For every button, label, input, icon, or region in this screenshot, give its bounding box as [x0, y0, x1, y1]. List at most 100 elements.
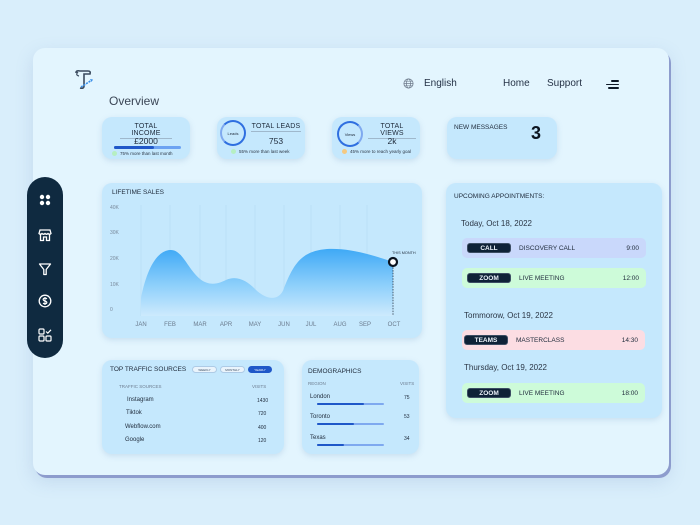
- globe-icon: [403, 78, 414, 89]
- nav-home-link[interactable]: Home: [503, 78, 530, 89]
- income-trend: 75% more than last month: [112, 151, 173, 156]
- appointments-card: UPCOMING APPOINTMENTS: Today, Oct 18, 20…: [446, 183, 662, 418]
- appointment-tag: ZOOM: [467, 388, 511, 398]
- total-income-card: TOTAL INCOME £2000 75% more than last mo…: [102, 117, 190, 159]
- appointment-item[interactable]: ZOOM LIVE MEETING 12:00: [462, 268, 646, 288]
- new-messages-count: 3: [531, 123, 542, 143]
- region-bar: [317, 444, 384, 446]
- chart-title: LIFETIME SALES: [112, 189, 165, 196]
- filter-monthly[interactable]: MONTHLY: [220, 366, 245, 373]
- logo-icon[interactable]: [72, 68, 96, 92]
- language-selector[interactable]: English: [403, 78, 457, 89]
- total-views-value: 2k: [387, 136, 397, 146]
- x-tick: APR: [219, 322, 233, 328]
- y-tick: 0: [110, 307, 113, 313]
- menu-icon[interactable]: [606, 80, 619, 89]
- traffic-source-name: Webflow.com: [125, 424, 161, 430]
- lifetime-sales-card: LIFETIME SALES 40K 30K 20K 10K 0 THIS MO…: [102, 183, 422, 338]
- total-views-card: Views TOTAL VIEWS 2k 45% more to reach y…: [332, 117, 420, 159]
- traffic-source-visits: 400: [258, 425, 267, 431]
- this-month-label: THIS MONTH: [392, 251, 416, 255]
- filter-yearly[interactable]: YEARLY: [248, 366, 272, 373]
- leads-ring-chart: Leads: [220, 120, 246, 146]
- trend-up-icon: [231, 149, 236, 154]
- appointments-title: UPCOMING APPOINTMENTS:: [454, 193, 545, 200]
- appointment-time: 18:00: [621, 389, 638, 397]
- x-tick: JUN: [278, 322, 290, 328]
- dollar-icon[interactable]: [38, 294, 52, 308]
- checklist-icon[interactable]: [38, 328, 52, 342]
- x-tick: SEP: [358, 322, 372, 328]
- total-income-title: TOTAL INCOME: [120, 123, 172, 139]
- leads-trend: 55% more than last week: [231, 149, 290, 154]
- views-ring-chart: Views: [337, 121, 363, 147]
- appointment-time: 9:00: [626, 244, 639, 252]
- traffic-source-visits: 720: [258, 411, 267, 417]
- new-messages-card[interactable]: NEW MESSAGES 3: [447, 117, 557, 159]
- region-visits: 53: [404, 414, 410, 420]
- traffic-source-visits: 120: [258, 438, 267, 444]
- views-ring-label: Views: [344, 131, 356, 137]
- appointment-name: DISCOVERY CALL: [519, 244, 576, 252]
- appointment-name: LIVE MEETING: [519, 274, 565, 282]
- area-chart: [140, 205, 399, 316]
- y-tick: 20K: [110, 256, 119, 262]
- appointment-item[interactable]: CALL DISCOVERY CALL 9:00: [462, 238, 646, 258]
- x-tick: JAN: [135, 322, 147, 328]
- traffic-sources-card: TOP TRAFFIC SOURCES WEEKLY MONTHLY YEARL…: [102, 360, 284, 454]
- x-tick: FEB: [164, 322, 176, 328]
- x-tick: MAR: [193, 322, 207, 328]
- filter-weekly[interactable]: WEEKLY: [192, 366, 217, 373]
- traffic-title: TOP TRAFFIC SOURCES: [110, 366, 187, 373]
- appointment-item[interactable]: ZOOM LIVE MEETING 18:00: [462, 383, 645, 403]
- page-title: Overview: [109, 94, 160, 108]
- region-name: London: [310, 394, 331, 400]
- appointment-name: MASTERCLASS: [516, 336, 565, 344]
- appointment-date: Tommorow, Oct 19, 2022: [464, 311, 553, 320]
- y-tick: 40K: [110, 205, 119, 211]
- appointment-date: Thursday, Oct 19, 2022: [464, 363, 548, 372]
- region-visits: 75: [404, 395, 410, 401]
- income-note: 75% more than last month: [120, 151, 173, 156]
- views-trend: 45% more to reach yearly goal: [342, 149, 411, 154]
- trend-up-icon: [112, 151, 117, 156]
- appointment-time: 14:30: [621, 336, 638, 344]
- traffic-source-name: Google: [125, 437, 145, 443]
- region-bar: [317, 423, 384, 425]
- grid-icon[interactable]: [38, 193, 52, 207]
- y-tick: 10K: [110, 282, 119, 288]
- appointment-name: LIVE MEETING: [519, 389, 565, 397]
- leads-note: 55% more than last week: [239, 149, 290, 154]
- language-label: English: [424, 78, 457, 89]
- new-messages-title: NEW MESSAGES: [454, 124, 508, 131]
- total-leads-title: TOTAL LEADS: [251, 123, 301, 132]
- income-progress-bar: [114, 146, 181, 149]
- total-leads-value: 753: [268, 136, 284, 146]
- col-region: REGION: [308, 381, 326, 386]
- col-visits: VISITS: [252, 384, 267, 389]
- demographics-card: DEMOGRAPHICS REGION VISITS London 75 Tor…: [302, 360, 419, 454]
- total-income-value: £2000: [134, 136, 158, 146]
- nav-support-link[interactable]: Support: [547, 78, 583, 89]
- region-visits: 34: [404, 436, 410, 442]
- region-name: Texas: [310, 435, 326, 441]
- x-tick: OCT: [387, 322, 401, 328]
- appointment-tag: CALL: [467, 243, 511, 253]
- views-note: 45% more to reach yearly goal: [350, 149, 412, 154]
- traffic-source-name: Instagram: [127, 397, 154, 403]
- region-bar: [317, 403, 384, 405]
- store-icon[interactable]: [38, 228, 52, 242]
- x-tick: JUL: [305, 322, 317, 328]
- trend-warning-icon: [342, 149, 347, 154]
- demographics-title: DEMOGRAPHICS: [308, 368, 362, 375]
- y-tick: 30K: [110, 230, 119, 236]
- total-views-title: TOTAL VIEWS: [368, 123, 416, 139]
- appointment-date: Today, Oct 18, 2022: [461, 219, 533, 228]
- appointment-time: 12:00: [622, 274, 639, 282]
- appointment-item[interactable]: TEAMS MASTERCLASS 14:30: [462, 330, 645, 350]
- region-name: Toronto: [310, 414, 331, 420]
- leads-ring-label: Leads: [227, 130, 239, 136]
- top-navigation: English Home Support: [403, 78, 619, 89]
- filter-icon[interactable]: [38, 262, 52, 276]
- col-traffic-sources: TRAFFIC SOURCES: [119, 384, 162, 389]
